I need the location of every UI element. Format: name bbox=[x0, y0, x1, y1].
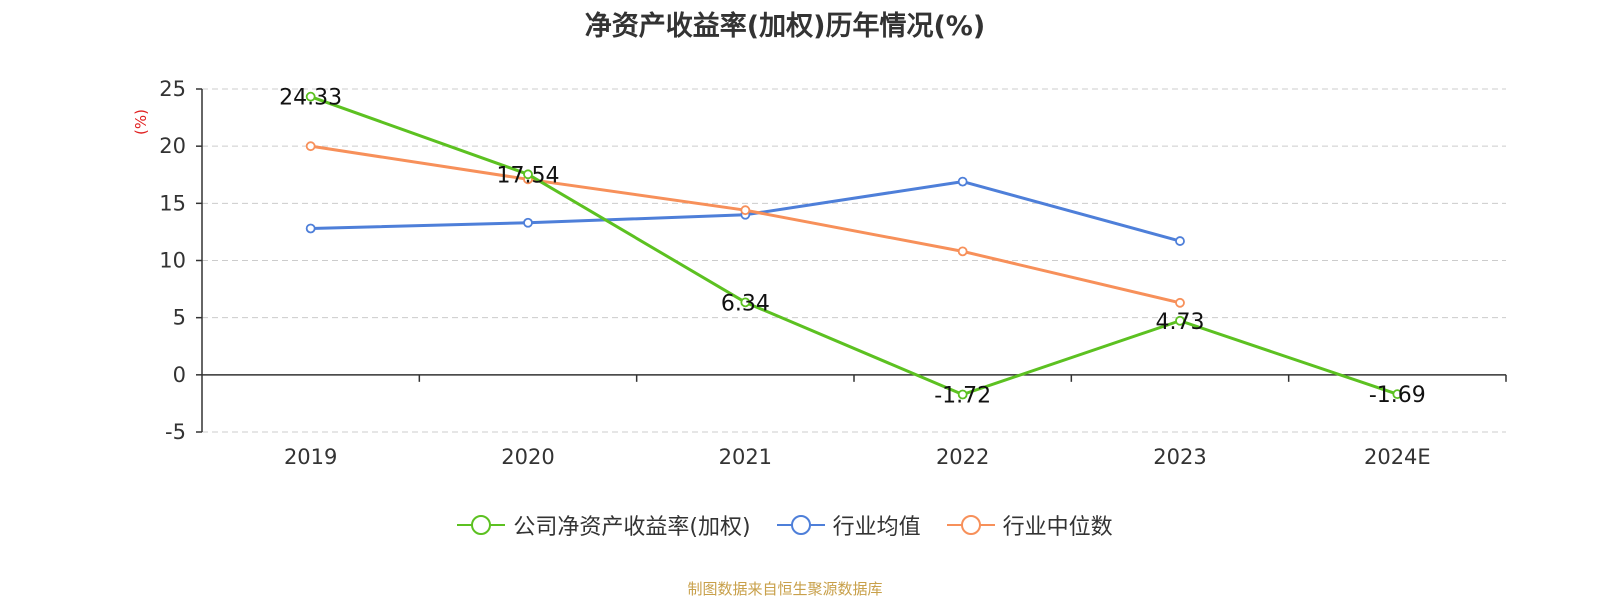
data-point-industry-median bbox=[1175, 297, 1185, 308]
series-layer bbox=[305, 91, 1403, 400]
x-tick-label: 2022 bbox=[936, 445, 989, 469]
data-point-company-roe bbox=[957, 389, 968, 400]
data-point-company-roe bbox=[523, 169, 533, 180]
y-tick-label: 20 bbox=[159, 134, 186, 158]
data-label: -1.69 bbox=[1369, 383, 1426, 408]
legend-marker-industry-mean bbox=[776, 515, 825, 535]
data-point-industry-mean bbox=[957, 176, 968, 187]
data-point-industry-mean bbox=[305, 223, 316, 234]
x-tick-label: 2021 bbox=[719, 445, 772, 469]
data-point-company-roe bbox=[305, 91, 316, 102]
legend-item-industry-mean[interactable]: 行业均值 bbox=[776, 509, 921, 541]
source-note: 制图数据来自恒生聚源数据库 bbox=[687, 580, 883, 598]
y-axis-label: (%) bbox=[132, 109, 150, 135]
data-point-industry-mean bbox=[523, 217, 533, 228]
legend-item-industry-median[interactable]: 行业中位数 bbox=[946, 509, 1113, 541]
axis-layer: 25 20 15 10 5 0 -5 2019 2020 2021 2022 2023 2024E (%) bbox=[132, 77, 1507, 469]
legend: 公司净资产收益率(加权) 行业均值 行业中位数 bbox=[0, 509, 1570, 541]
data-point-company-roe bbox=[740, 297, 751, 308]
data-point-industry-median bbox=[740, 205, 751, 216]
y-tick-label: 25 bbox=[159, 77, 186, 101]
data-point-company-roe bbox=[1392, 389, 1403, 400]
data-label: 6.34 bbox=[721, 291, 770, 316]
chart-title: 净资产收益率(加权)历年情况(%) bbox=[584, 11, 986, 42]
data-point-industry-median bbox=[957, 246, 968, 257]
legend-marker-industry-median bbox=[946, 515, 995, 535]
y-tick-label: 5 bbox=[173, 306, 186, 330]
data-point-industry-median bbox=[305, 141, 316, 152]
legend-label-company: 公司净资产收益率(加权) bbox=[513, 515, 751, 540]
x-tick-label: 2020 bbox=[501, 445, 554, 469]
legend-marker-company bbox=[457, 515, 506, 535]
label-layer: 24.33 17.54 6.34 -1.72 4.73 -1.69 bbox=[279, 86, 1426, 409]
data-label: 4.73 bbox=[1156, 310, 1205, 335]
data-point-company-roe bbox=[1175, 315, 1185, 326]
data-label: 17.54 bbox=[497, 163, 560, 188]
y-tick-label: 15 bbox=[159, 191, 186, 215]
legend-label-industry-mean: 行业均值 bbox=[832, 515, 921, 540]
data-point-industry-mean bbox=[1175, 236, 1185, 246]
y-tick-label: -5 bbox=[165, 420, 186, 444]
grid-layer bbox=[202, 88, 1506, 433]
x-tick-label: 2024E bbox=[1364, 445, 1431, 469]
data-label: -1.72 bbox=[934, 383, 991, 408]
y-tick-label: 10 bbox=[159, 249, 186, 273]
y-tick-label: 0 bbox=[173, 363, 186, 387]
data-label: 24.33 bbox=[279, 86, 342, 111]
x-tick-label: 2023 bbox=[1153, 445, 1206, 469]
legend-item-company[interactable]: 公司净资产收益率(加权) bbox=[457, 509, 751, 541]
x-tick-label: 2019 bbox=[284, 445, 337, 469]
series-line-company-roe bbox=[310, 95, 1398, 396]
legend-label-industry-median: 行业中位数 bbox=[1002, 515, 1113, 540]
